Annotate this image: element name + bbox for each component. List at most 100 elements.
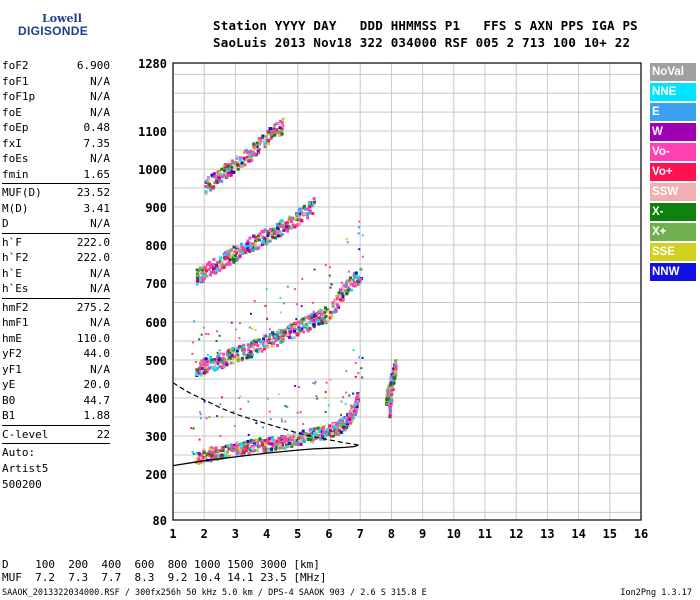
echo-point	[278, 443, 282, 447]
param-row: hmF2 275.2	[2, 300, 110, 316]
echo-point	[241, 164, 245, 168]
echo-point	[207, 333, 210, 336]
echo-point	[268, 328, 271, 331]
echo-point	[320, 432, 324, 436]
echo-point	[265, 133, 269, 137]
echo-point	[328, 424, 332, 428]
echo-point	[238, 448, 242, 452]
param-row: M(D) 3.41	[2, 201, 110, 217]
echo-point	[244, 148, 248, 152]
param-value: N/A	[90, 362, 110, 376]
echo-point	[278, 331, 282, 335]
echo-point	[388, 379, 392, 383]
echo-point	[297, 330, 301, 334]
echo-point	[251, 153, 255, 157]
echo-point	[334, 430, 338, 434]
echo-point	[270, 437, 274, 441]
echo-point	[208, 262, 212, 266]
echo-point	[301, 429, 305, 433]
echo-point	[242, 156, 246, 160]
echo-point	[226, 164, 230, 168]
echo-point	[247, 150, 251, 154]
echo-point	[251, 234, 255, 238]
echo-point	[197, 461, 201, 465]
echo-point	[287, 225, 291, 229]
echo-point	[312, 325, 316, 329]
echo-point	[280, 311, 283, 314]
echo-point	[290, 336, 294, 340]
echo-point	[200, 453, 204, 457]
echo-point	[338, 423, 342, 427]
echo-point	[298, 433, 302, 437]
echo-point	[269, 440, 273, 444]
echo-point	[286, 221, 290, 225]
echo-point	[281, 117, 285, 121]
echo-point	[202, 450, 206, 454]
echo-point	[280, 219, 284, 223]
echo-point	[358, 356, 361, 359]
echo-point	[335, 423, 339, 427]
echo-point	[213, 362, 217, 366]
x-tick-label: 4	[263, 527, 270, 541]
echo-point	[394, 362, 398, 366]
echo-point	[385, 397, 389, 401]
x-tick-label: 14	[571, 527, 585, 541]
echo-point	[312, 323, 316, 327]
echo-point	[285, 228, 289, 232]
echo-point	[392, 381, 396, 385]
echo-point	[257, 234, 261, 238]
echo-point	[280, 132, 284, 136]
echo-point	[254, 245, 258, 249]
param-row: h`F2 222.0	[2, 250, 110, 266]
echo-point	[229, 173, 233, 177]
echo-point	[201, 458, 205, 462]
echo-point	[204, 370, 208, 374]
echo-point	[245, 356, 249, 360]
echo-point	[309, 319, 313, 323]
echo-point	[324, 264, 327, 267]
echo-point	[300, 435, 304, 439]
echo-point	[323, 306, 327, 310]
echo-point	[313, 382, 316, 385]
echo-point	[241, 450, 245, 454]
echo-point	[349, 421, 353, 425]
echo-point	[350, 415, 354, 419]
echo-point	[249, 157, 253, 161]
echo-point	[258, 340, 262, 344]
echo-point	[209, 358, 213, 362]
echo-point	[274, 442, 278, 446]
echo-point	[212, 266, 216, 270]
echo-point	[301, 317, 305, 321]
echo-point	[257, 246, 261, 250]
echo-point	[264, 304, 267, 307]
echo-point	[279, 296, 282, 299]
echo-point	[299, 327, 302, 330]
echo-point	[280, 420, 283, 423]
echo-point	[310, 316, 314, 320]
echo-point	[314, 317, 317, 320]
echo-point	[251, 248, 255, 252]
echo-point	[268, 410, 271, 413]
echo-point	[200, 366, 204, 370]
echo-point	[290, 220, 294, 224]
echo-point	[352, 408, 355, 411]
echo-point	[337, 305, 341, 309]
echo-point	[335, 294, 339, 298]
echo-point	[316, 426, 320, 430]
echo-point	[280, 233, 284, 237]
echo-point	[306, 207, 310, 211]
echo-point	[247, 241, 251, 245]
echo-point	[348, 417, 352, 421]
echo-point	[286, 333, 290, 337]
echo-point	[238, 250, 242, 254]
echo-point	[347, 270, 350, 273]
echo-point	[223, 361, 227, 365]
echo-point	[299, 411, 302, 414]
echo-point	[293, 336, 297, 340]
echo-point	[306, 211, 310, 215]
echo-point	[232, 161, 236, 165]
echo-point	[226, 250, 230, 254]
echo-point	[256, 449, 260, 453]
echo-point	[196, 368, 200, 372]
echo-point	[278, 446, 282, 450]
